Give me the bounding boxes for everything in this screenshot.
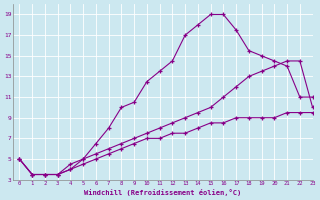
- X-axis label: Windchill (Refroidissement éolien,°C): Windchill (Refroidissement éolien,°C): [84, 189, 242, 196]
